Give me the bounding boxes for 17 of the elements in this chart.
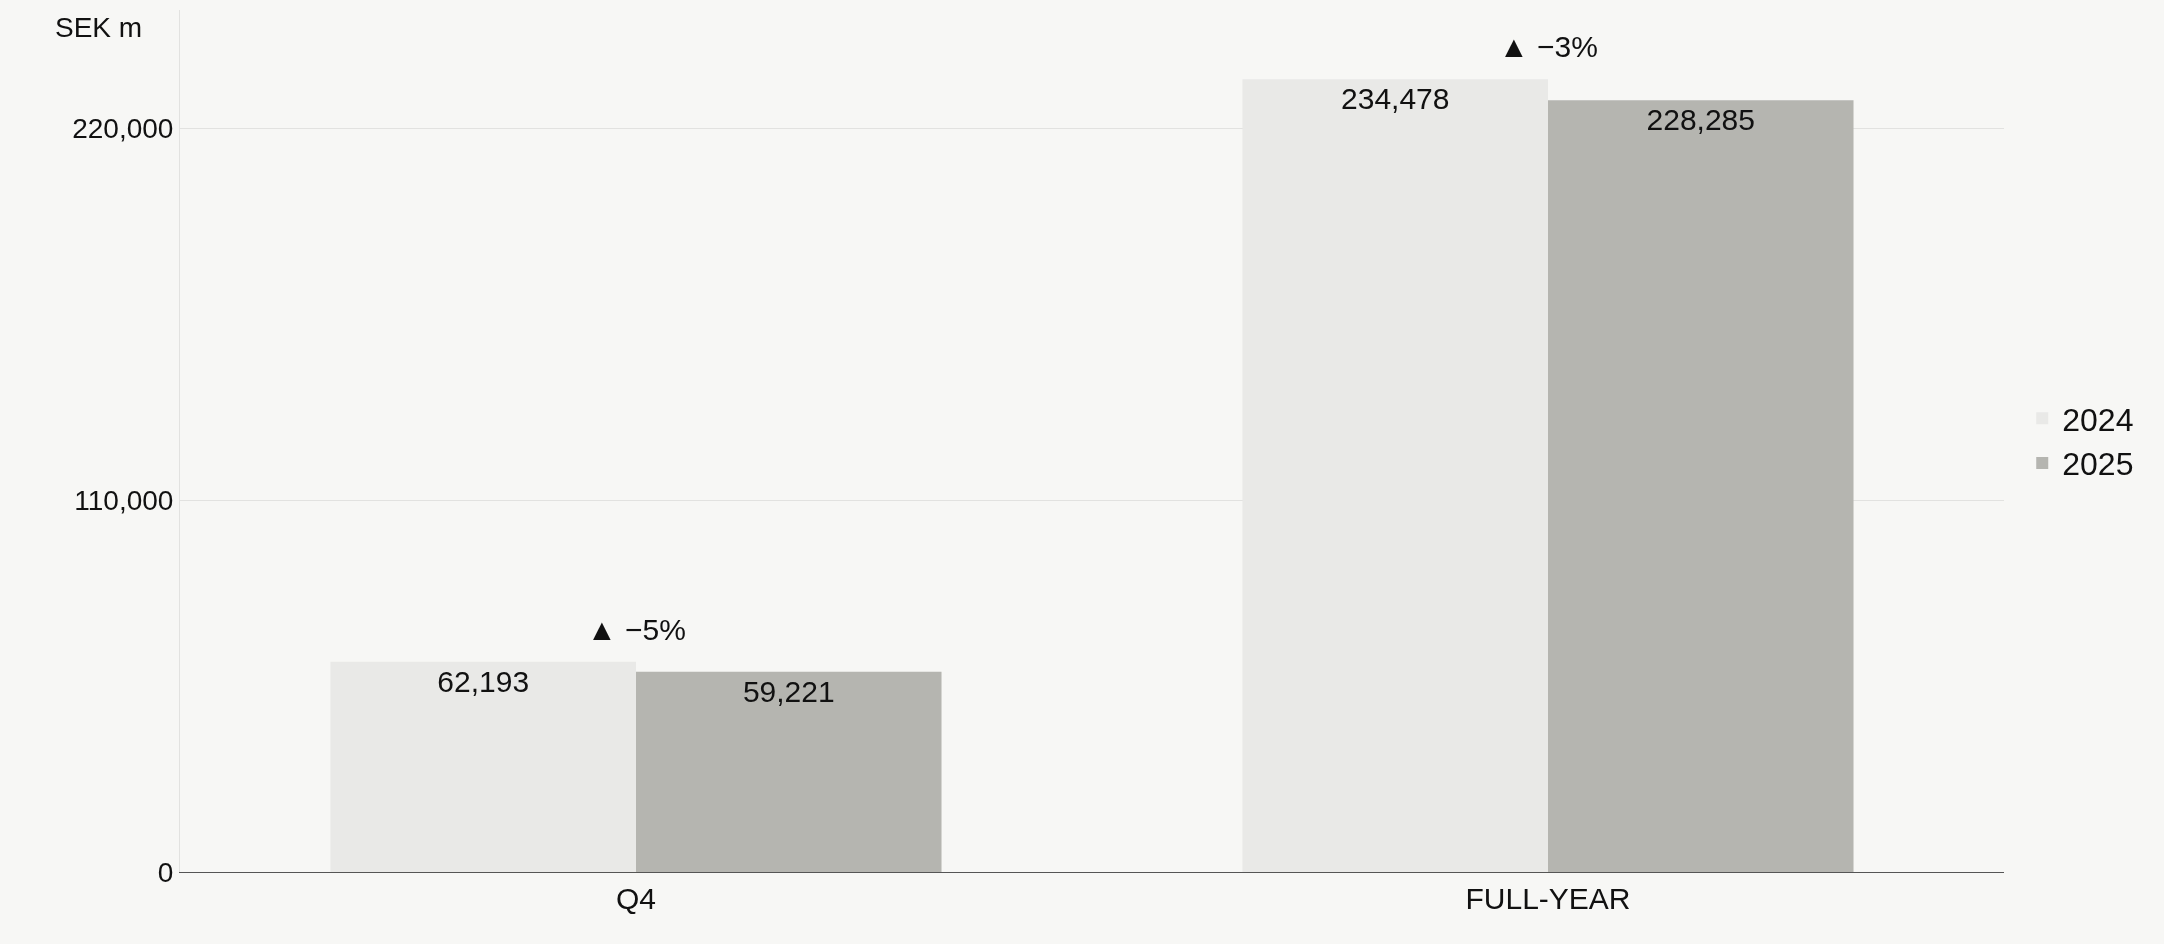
data-label: 234,478 xyxy=(1341,82,1450,116)
bar xyxy=(636,671,942,872)
annotation: ▲ −5% xyxy=(587,613,686,646)
x-tick-label: Q4 xyxy=(615,882,657,915)
legend-label: 2025 xyxy=(2062,446,2134,483)
data-label: 59,221 xyxy=(742,674,835,708)
bar xyxy=(330,661,636,872)
data-label: 228,285 xyxy=(1646,103,1755,137)
data-label: 62,193 xyxy=(437,664,530,698)
x-tick-label: FULL-YEAR xyxy=(1465,882,1631,915)
y-tick-label: 0 xyxy=(157,856,174,888)
legend-label: 2024 xyxy=(2062,401,2134,438)
bar xyxy=(1548,100,1854,872)
y-tick-label: 110,000 xyxy=(74,484,174,516)
annotation: ▲ −3% xyxy=(1499,30,1598,63)
y-tick-label: 220,000 xyxy=(72,113,174,145)
y-axis-title: SEK m xyxy=(55,12,143,43)
